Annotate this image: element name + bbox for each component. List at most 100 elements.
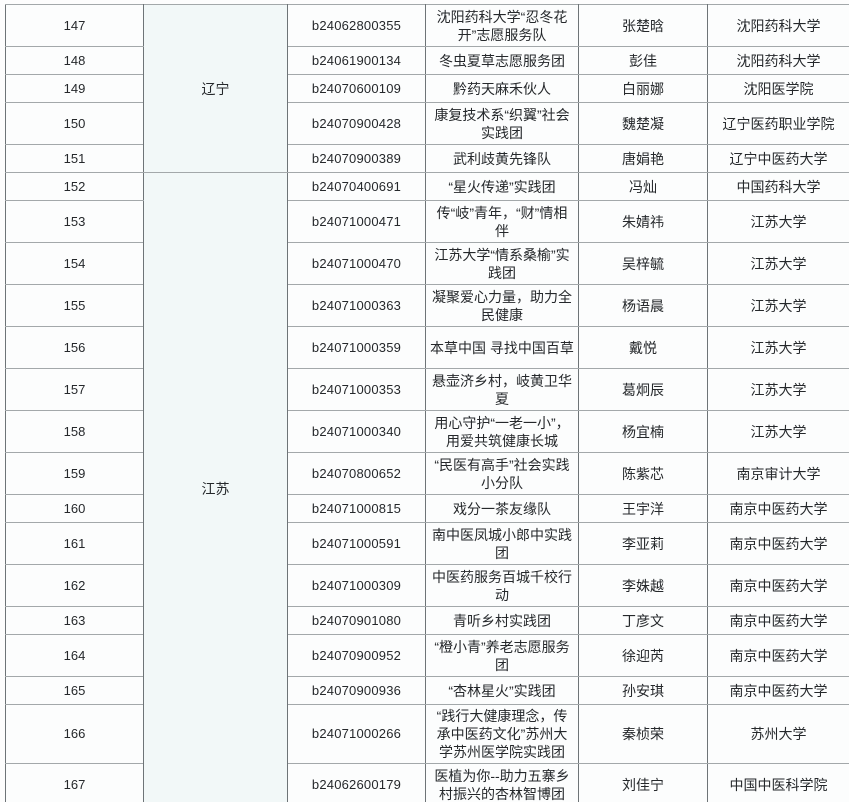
team-id-cell: b24071000309 [287, 564, 426, 607]
row-number-cell: 150 [5, 102, 144, 145]
team-id-cell: b24070900936 [287, 676, 426, 705]
table-row: 165 b24070900936 “杏林星火”实践团 孙安琪 南京中医药大学 [5, 676, 849, 705]
team-id-cell: b24071000591 [287, 522, 426, 565]
team-id-cell: b24071000815 [287, 494, 426, 523]
leader-name-cell: 杨语晨 [578, 284, 708, 327]
row-number-cell: 164 [5, 634, 144, 677]
table-row: 166 b24071000266 “践行大健康理念，传承中医药文化”苏州大学苏州医学… [5, 704, 849, 764]
leader-name-cell: 魏楚凝 [578, 102, 708, 145]
leader-name-cell: 朱婧祎 [578, 200, 708, 243]
team-name-cell: 江苏大学“情系桑榆”实践团 [425, 242, 579, 285]
team-id-cell: b24071000353 [287, 368, 426, 411]
team-id-cell: b24070800652 [287, 452, 426, 495]
university-cell: 辽宁医药职业学院 [707, 102, 849, 145]
team-name-cell: “民医有高手”社会实践小分队 [425, 452, 579, 495]
leader-name-cell: 彭佳 [578, 46, 708, 75]
university-cell: 南京中医药大学 [707, 606, 849, 635]
university-cell: 江苏大学 [707, 368, 849, 411]
team-name-cell: “践行大健康理念，传承中医药文化”苏州大学苏州医学院实践团 [425, 704, 579, 764]
row-number-cell: 157 [5, 368, 144, 411]
row-number-cell: 163 [5, 606, 144, 635]
leader-name-cell: 孙安琪 [578, 676, 708, 705]
team-name-cell: 戏分一茶友缘队 [425, 494, 579, 523]
leader-name-cell: 杨宜楠 [578, 410, 708, 453]
table-row: 157 b24071000353 悬壶济乡村，岐黄卫华夏 葛炯辰 江苏大学 [5, 368, 849, 411]
team-name-cell: 武利歧黄先锋队 [425, 144, 579, 173]
table-row: 149 b24070600109 黔药天麻禾伙人 白丽娜 沈阳医学院 [5, 74, 849, 103]
team-id-cell: b24062600179 [287, 763, 426, 802]
row-number-cell: 153 [5, 200, 144, 243]
team-id-cell: b24062800355 [287, 4, 426, 47]
university-cell: 江苏大学 [707, 242, 849, 285]
table-row: 161 b24071000591 南中医凤城小郎中实践团 李亚莉 南京中医药大学 [5, 522, 849, 565]
leader-name-cell: 徐迎芮 [578, 634, 708, 677]
table-row: 152 江苏 b24070400691 “星火传递”实践团 冯灿 中国药科大学 [5, 172, 849, 802]
row-number-cell: 167 [5, 763, 144, 802]
university-cell: 南京中医药大学 [707, 564, 849, 607]
table-row: 147 辽宁 b24062800355 沈阳药科大学“忍冬花开”志愿服务队 张楚晗 沈阳药… [5, 4, 849, 173]
team-id-cell: b24070900389 [287, 144, 426, 173]
table-row: 163 b24070901080 青听乡村实践团 丁彦文 南京中医药大学 [5, 606, 849, 635]
team-name-cell: 用心守护“一老一小”，用爱共筑健康长城 [425, 410, 579, 453]
team-id-cell: b24070400691 [287, 172, 426, 201]
table-row: 164 b24070900952 “橙小青”养老志愿服务团 徐迎芮 南京中医药大学 [5, 634, 849, 677]
row-number-cell: 161 [5, 522, 144, 565]
province-cell: 江苏 [143, 172, 288, 802]
team-id-cell: b24071000471 [287, 200, 426, 243]
university-cell: 沈阳药科大学 [707, 46, 849, 75]
table-row: 160 b24071000815 戏分一茶友缘队 王宇洋 南京中医药大学 [5, 494, 849, 523]
leader-name-cell: 吴梓毓 [578, 242, 708, 285]
university-cell: 南京中医药大学 [707, 522, 849, 565]
team-name-cell: “杏林星火”实践团 [425, 676, 579, 705]
teams-table: 147 辽宁 b24062800355 沈阳药科大学“忍冬花开”志愿服务队 张楚晗 沈阳药… [5, 4, 849, 802]
table-row: 158 b24071000340 用心守护“一老一小”，用爱共筑健康长城 杨宜楠 江苏大… [5, 410, 849, 453]
team-name-cell: 南中医凤城小郎中实践团 [425, 522, 579, 565]
university-cell: 苏州大学 [707, 704, 849, 764]
table-row: 156 b24071000359 本草中国 寻找中国百草 戴悦 江苏大学 [5, 326, 849, 369]
leader-name-cell: 葛炯辰 [578, 368, 708, 411]
row-number-cell: 155 [5, 284, 144, 327]
university-cell: 南京中医药大学 [707, 634, 849, 677]
team-id-cell: b24071000470 [287, 242, 426, 285]
team-id-cell: b24070900952 [287, 634, 426, 677]
table-row: 153 b24071000471 传“岐”青年，“财”情相伴 朱婧祎 江苏大学 [5, 200, 849, 243]
team-name-cell: 冬虫夏草志愿服务团 [425, 46, 579, 75]
leader-name-cell: 张楚晗 [578, 4, 708, 47]
table-row: 162 b24071000309 中医药服务百城千校行动 李姝越 南京中医药大学 [5, 564, 849, 607]
team-name-cell: “星火传递”实践团 [425, 172, 579, 201]
university-cell: 沈阳药科大学 [707, 4, 849, 47]
leader-name-cell: 秦桢荣 [578, 704, 708, 764]
team-name-cell: 传“岐”青年，“财”情相伴 [425, 200, 579, 243]
table-row: 151 b24070900389 武利歧黄先锋队 唐娟艳 辽宁中医药大学 [5, 144, 849, 173]
team-name-cell: 康复技术系“织翼”社会实践团 [425, 102, 579, 145]
university-cell: 南京审计大学 [707, 452, 849, 495]
table-body: 147 辽宁 b24062800355 沈阳药科大学“忍冬花开”志愿服务队 张楚晗 沈阳药… [5, 4, 849, 802]
university-cell: 南京中医药大学 [707, 676, 849, 705]
team-id-cell: b24071000359 [287, 326, 426, 369]
row-number-cell: 151 [5, 144, 144, 173]
leader-name-cell: 唐娟艳 [578, 144, 708, 173]
row-number-cell: 158 [5, 410, 144, 453]
university-cell: 中国中医科学院 [707, 763, 849, 802]
row-number-cell: 166 [5, 704, 144, 764]
table-row: 148 b24061900134 冬虫夏草志愿服务团 彭佳 沈阳药科大学 [5, 46, 849, 75]
team-id-cell: b24070600109 [287, 74, 426, 103]
leader-name-cell: 李姝越 [578, 564, 708, 607]
university-cell: 江苏大学 [707, 326, 849, 369]
university-cell: 南京中医药大学 [707, 494, 849, 523]
leader-name-cell: 白丽娜 [578, 74, 708, 103]
university-cell: 中国药科大学 [707, 172, 849, 201]
row-number-cell: 162 [5, 564, 144, 607]
row-number-cell: 165 [5, 676, 144, 705]
row-number-cell: 159 [5, 452, 144, 495]
team-id-cell: b24070900428 [287, 102, 426, 145]
leader-name-cell: 戴悦 [578, 326, 708, 369]
university-cell: 江苏大学 [707, 410, 849, 453]
table-row: 167 b24062600179 医植为你--助力五寨乡村振兴的杏林智博团 刘佳宁 中国… [5, 763, 849, 802]
team-name-cell: 沈阳药科大学“忍冬花开”志愿服务队 [425, 4, 579, 47]
university-cell: 沈阳医学院 [707, 74, 849, 103]
team-id-cell: b24071000340 [287, 410, 426, 453]
team-id-cell: b24061900134 [287, 46, 426, 75]
team-name-cell: 中医药服务百城千校行动 [425, 564, 579, 607]
